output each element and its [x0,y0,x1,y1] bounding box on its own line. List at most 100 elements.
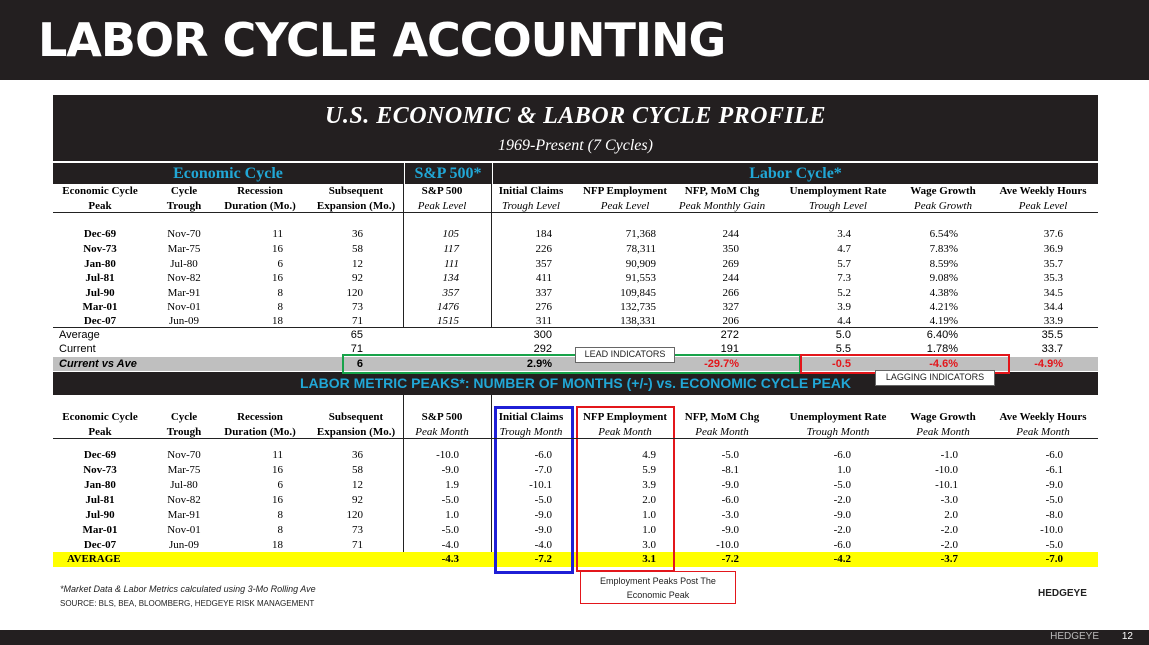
table-cell: 71 [352,539,363,551]
header2-top-cell: NFP, MoM Chg [684,411,760,423]
header1-bottom-cell: Peak [88,200,112,212]
table-cell: 3.0 [642,539,656,551]
table-row: Nov-73 Mar-75 16 58 -9.0 -7.0 5.9 -8.1 1.0 -10.0 -… [53,463,1098,478]
band-economic-cycle: Economic Cycle [53,163,403,184]
table-cell: 33.9 [1043,315,1063,327]
table-cell: 1.9 [445,479,459,491]
average-row-unemployment: 5.0 [835,329,851,341]
header2-bottom-cell: Trough [166,426,202,438]
table-cell: 34.4 [1043,301,1063,313]
table-row: Dec-69 Nov-70 11 36 -10.0 -6.0 4.9 -5.0 -6.0 -1.0… [53,448,1098,463]
header2-bottom-cell: Peak Month [415,426,469,438]
table-cell: -6.1 [1045,464,1063,476]
table-cell: 411 [535,272,552,284]
table-cell: 337 [535,287,553,299]
table-cell: 105 [442,228,460,240]
table-cell: -9.0 [534,509,552,521]
source-note: SOURCE: BLS, BEA, BLOOMBERG, HEDGEYE RIS… [60,599,315,608]
table-cell: 138,331 [620,315,656,327]
table-cell: 37.6 [1043,228,1063,240]
table-cell: 16 [272,243,283,255]
table-cell: -9.0 [1045,479,1063,491]
header1-bottom-cell: Duration (Mo.) [224,200,296,212]
table-cell: 7.3 [837,272,851,284]
header1-bottom-cell: Peak Monthly Gain [678,200,766,212]
current-row: Current 71 292 191 5.5 1.78% 33.7 [53,342,1098,357]
header2-bottom-cell: Duration (Mo.) [224,426,296,438]
header1-rule [53,212,1098,213]
table-cell: 16 [272,272,283,284]
header2-bottom-cell: Peak Month [916,426,970,438]
average-row-claims: 300 [533,329,552,341]
table-cell: -5.0 [441,524,459,536]
table-cell: -6.0 [833,539,851,551]
header1-top-cell: Subsequent [328,185,384,197]
table-cell: Mar-91 [167,287,201,299]
table-cell: 111 [444,258,459,270]
table-cell: 3.9 [837,301,851,313]
band-labor-cycle: Labor Cycle* [493,163,1098,184]
table-cell: 6 [277,258,284,270]
table-cell: 226 [535,243,553,255]
table-cell: -5.0 [534,494,552,506]
table-cell: 12 [352,479,363,491]
table-cell: Dec-07 [83,539,117,551]
table-row: Dec-07 Jun-09 18 71 1515 311 138,331 206 4.4 4.19… [53,314,1098,329]
table-cell: -6.0 [833,449,851,461]
table-cell: 3.4 [837,228,851,240]
bottom-bar: HEDGEYE 12 [0,630,1149,645]
table-cell: -6.0 [1045,449,1063,461]
table-cell: 1515 [437,315,459,327]
page-title: LABOR CYCLE ACCOUNTING [38,13,726,67]
table-cell: 78,311 [626,243,656,255]
table-cell: 357 [442,287,460,299]
table-cell: -3.0 [940,494,958,506]
table-cell: 5.9 [642,464,656,476]
table-row: Nov-73 Mar-75 16 58 117 226 78,311 350 4.7 7.83% 3… [53,242,1098,257]
table-title: U.S. ECONOMIC & LABOR CYCLE PROFILE [325,103,826,129]
current-row-wage: 1.78% [926,343,958,355]
column-separator [403,163,404,327]
table-subtitle: 1969-Present (7 Cycles) [498,137,653,154]
table-cell: 71 [352,315,363,327]
header2-top-cell: Recession [237,411,283,423]
title-bar: LABOR CYCLE ACCOUNTING [0,0,1149,80]
table-cell: 36 [352,449,363,461]
table-cell: 4.4 [837,315,851,327]
table-cell: -9.0 [441,464,459,476]
table-cell: Jan-80 [84,479,116,491]
table-cell: 8 [277,301,284,313]
table-cell: -1.0 [940,449,958,461]
table-cell: 35.3 [1043,272,1063,284]
table-row: Jan-80 Jul-80 6 12 111 357 90,909 269 5.7 8.59% 35… [53,257,1098,272]
table-cell: 91,553 [625,272,656,284]
table-cell: -5.0 [441,494,459,506]
table-cell: 5.7 [837,258,851,270]
initial-claims-box [494,406,574,574]
current-vs-ave-unemployment: -0.5 [832,358,851,370]
header1-top-cell: NFP Employment [582,185,668,197]
table-cell: 132,735 [620,301,656,313]
section2-title: LABOR METRIC PEAKS*: NUMBER OF MONTHS (+… [53,372,1098,395]
table-cell: Jul-90 [85,287,115,299]
table-row: Mar-01 Nov-01 8 73 -5.0 -9.0 1.0 -9.0 -2.0 -2.0 -1… [53,523,1098,538]
table-cell: -10.1 [529,479,552,491]
table-cell: Jun-09 [169,539,199,551]
table-cell: 8 [277,509,284,521]
table-cell: 206 [722,315,740,327]
header2-bottom-cell: Peak Month [1016,426,1070,438]
header2-bottom-cell: Peak [88,426,112,438]
table-cell: 184 [535,228,553,240]
header2-bottom: Peak Trough Duration (Mo.) Expansion (Mo.) P… [53,425,1098,440]
table-cell: Nov-70 [167,228,201,240]
lead-indicators-label: LEAD INDICATORS [575,347,675,363]
table-cell: -6.0 [721,494,739,506]
header1-top-cell: Initial Claims [498,185,564,197]
table-cell: -4.0 [534,539,552,551]
table-cell: Jul-80 [170,479,198,491]
header1-top-cell: NFP, MoM Chg [684,185,760,197]
table-cell: 2.0 [642,494,656,506]
table-cell: 109,845 [620,287,656,299]
average-highlight [53,552,1098,567]
table-cell: 7.83% [929,243,958,255]
